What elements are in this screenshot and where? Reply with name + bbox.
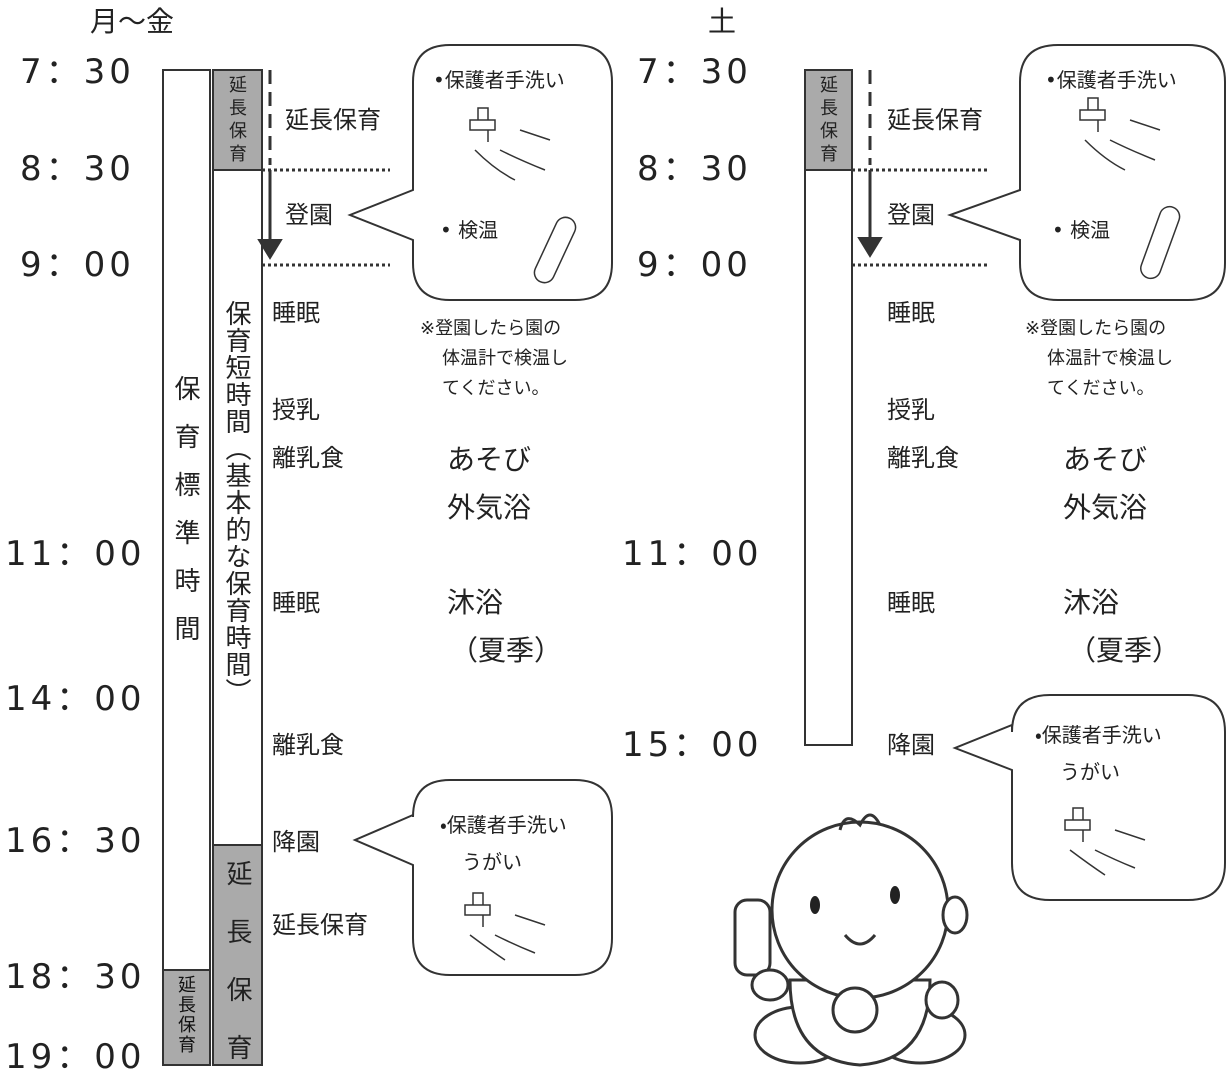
activity: （夏季） (1068, 634, 1181, 667)
sat-bar (804, 169, 853, 746)
note: 体温計で検温し (1047, 348, 1173, 369)
faucet-icon (464, 97, 1161, 961)
bar-label: 延長保育 (817, 75, 838, 167)
bar-label: 保育標準時間 (170, 375, 200, 663)
bubble-item: • 検温 (1052, 218, 1111, 242)
activity: 離乳食 (272, 444, 344, 472)
activity: 降園 (887, 731, 935, 759)
time: 15：00 (622, 725, 763, 765)
arrow-head (257, 239, 283, 260)
time: 7：30 (637, 52, 752, 92)
bubble-item: • 検温 (440, 218, 499, 242)
activity: 登園 (887, 201, 935, 229)
time: 16：30 (5, 821, 146, 861)
activity: 延長保育 (285, 106, 381, 134)
activity: あそび (447, 443, 532, 476)
activity: 離乳食 (272, 731, 344, 759)
activity: 登園 (285, 201, 333, 229)
activity: 沐浴 (1063, 586, 1120, 619)
time: 9：00 (20, 245, 135, 285)
heading: 土 (708, 5, 737, 38)
bar-label: 延長保育 (222, 860, 252, 1092)
heading: 月〜金 (90, 5, 175, 38)
bar-label: 保育短時間（基本的な保育時間） (221, 300, 251, 705)
bubble-item: うがい (462, 850, 522, 874)
bubble-item: ・保護者手洗い (440, 813, 567, 837)
thermometer-icon (533, 205, 1181, 284)
time: 9：00 (637, 245, 752, 285)
bar-label: 延長保育 (175, 975, 196, 1055)
activity: 離乳食 (887, 444, 959, 472)
short-bar (212, 169, 263, 846)
bubble (352, 779, 613, 976)
bar-label: 延長保育 (226, 75, 247, 167)
baby-eyes (810, 886, 900, 914)
activity: 外気浴 (1063, 491, 1148, 524)
standard-extension (162, 969, 211, 1066)
time: 18：30 (5, 957, 146, 997)
time: 11：00 (622, 534, 763, 574)
bubble (952, 694, 1226, 901)
time: 19：00 (5, 1037, 146, 1077)
bubble (347, 44, 613, 301)
short-bottom-extension (212, 844, 263, 1066)
activity: 睡眠 (887, 589, 935, 617)
baby-illustration (733, 813, 969, 1067)
activity: 睡眠 (272, 299, 320, 327)
activity: 降園 (272, 828, 320, 856)
bubble (947, 44, 1226, 301)
activity: 外気浴 (447, 491, 532, 524)
arrow-head (857, 237, 883, 258)
note: ※登園したら園の (420, 318, 562, 339)
note: てください。 (1047, 378, 1155, 399)
time: 7：30 (20, 52, 135, 92)
activity: 睡眠 (272, 589, 320, 617)
activity: 延長保育 (887, 106, 983, 134)
bubble-item: •保護者手洗い (1045, 68, 1177, 92)
time: 8：30 (637, 149, 752, 189)
note: てください。 (442, 378, 550, 399)
bubble-item: うがい (1060, 760, 1120, 784)
activity: 延長保育 (272, 911, 368, 939)
time: 8：30 (20, 149, 135, 189)
note: 体温計で検温し (442, 348, 568, 369)
time: 14：00 (5, 679, 146, 719)
activity: 授乳 (887, 396, 935, 424)
bubble-item: ・保護者手洗い (1035, 723, 1162, 747)
activity: 授乳 (272, 396, 320, 424)
activity: 沐浴 (447, 586, 504, 619)
standard-bar (162, 69, 211, 971)
time: 11：00 (5, 534, 146, 574)
activity: （夏季） (450, 634, 563, 667)
bubble-item: •保護者手洗い (433, 68, 565, 92)
activity: 睡眠 (887, 299, 935, 327)
note: ※登園したら園の (1025, 318, 1167, 339)
activity: あそび (1063, 443, 1148, 476)
